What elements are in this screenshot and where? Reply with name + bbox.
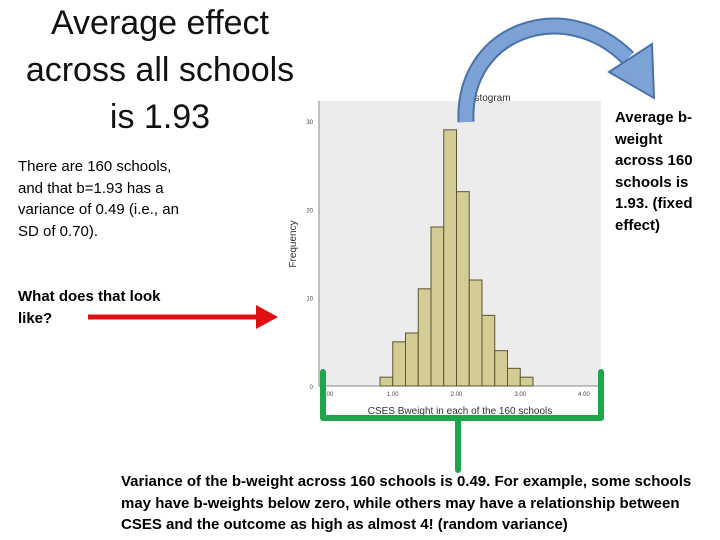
histogram-bar bbox=[443, 129, 457, 387]
side-note: Average b-weight across 160 schools is 1… bbox=[615, 109, 693, 234]
histogram-bar bbox=[430, 226, 445, 387]
red-arrow-head bbox=[256, 305, 278, 329]
y-tick-label: 20 bbox=[306, 208, 313, 214]
y-tick-label: 0 bbox=[310, 385, 314, 391]
bottom-note: Variance of the b-weight across 160 scho… bbox=[121, 473, 692, 533]
x-tick-label: .00 bbox=[325, 392, 334, 398]
x-tick-label: 3.00 bbox=[514, 392, 526, 398]
histogram-bar bbox=[481, 314, 496, 387]
y-tick-label: 30 bbox=[306, 120, 313, 126]
slide-title: Average effect across all schools is 1.9… bbox=[25, 4, 295, 136]
green-brace bbox=[320, 369, 604, 473]
chart-title: Histogram bbox=[465, 93, 511, 104]
x-axis-label: CSES Bweight in each of the 160 schools bbox=[368, 406, 553, 417]
histogram-bar bbox=[456, 191, 470, 387]
curved-arrow-head bbox=[607, 42, 656, 100]
y-tick-label: 10 bbox=[306, 297, 313, 303]
x-tick-label: 4.00 bbox=[578, 392, 590, 398]
histogram-bar bbox=[519, 376, 534, 387]
histogram-bar bbox=[417, 288, 432, 387]
histogram-bar bbox=[507, 367, 521, 387]
histogram-bar bbox=[392, 341, 406, 387]
y-axis-label: Frequency bbox=[288, 220, 299, 267]
x-tick-labels: .00 1.00 2.00 3.00 4.00 bbox=[325, 392, 591, 398]
histogram-bar bbox=[379, 376, 394, 387]
histogram-bars bbox=[379, 129, 534, 387]
x-tick-label: 1.00 bbox=[387, 392, 399, 398]
x-tick-label: 2.00 bbox=[451, 392, 463, 398]
histogram-bar bbox=[468, 279, 483, 387]
histogram-bar bbox=[494, 350, 508, 387]
y-tick-labels: 0 10 20 30 bbox=[306, 120, 313, 391]
histogram-bar bbox=[405, 332, 419, 387]
question-text: What does that look like? bbox=[18, 288, 161, 327]
description-text: There are 160 schools, and that b=1.93 h… bbox=[18, 158, 179, 240]
curved-arrow-body bbox=[459, 19, 633, 123]
